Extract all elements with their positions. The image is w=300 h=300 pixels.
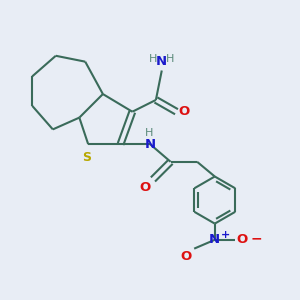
Text: −: − — [251, 231, 262, 245]
Text: H: H — [145, 128, 154, 138]
Text: N: N — [156, 55, 167, 68]
Text: H: H — [166, 54, 175, 64]
Text: N: N — [144, 138, 156, 151]
Text: O: O — [139, 181, 151, 194]
Text: O: O — [179, 105, 190, 118]
Text: O: O — [237, 233, 248, 246]
Text: S: S — [82, 151, 91, 164]
Text: +: + — [221, 230, 230, 240]
Text: H: H — [149, 54, 158, 64]
Text: O: O — [181, 250, 192, 263]
Text: N: N — [208, 233, 220, 246]
